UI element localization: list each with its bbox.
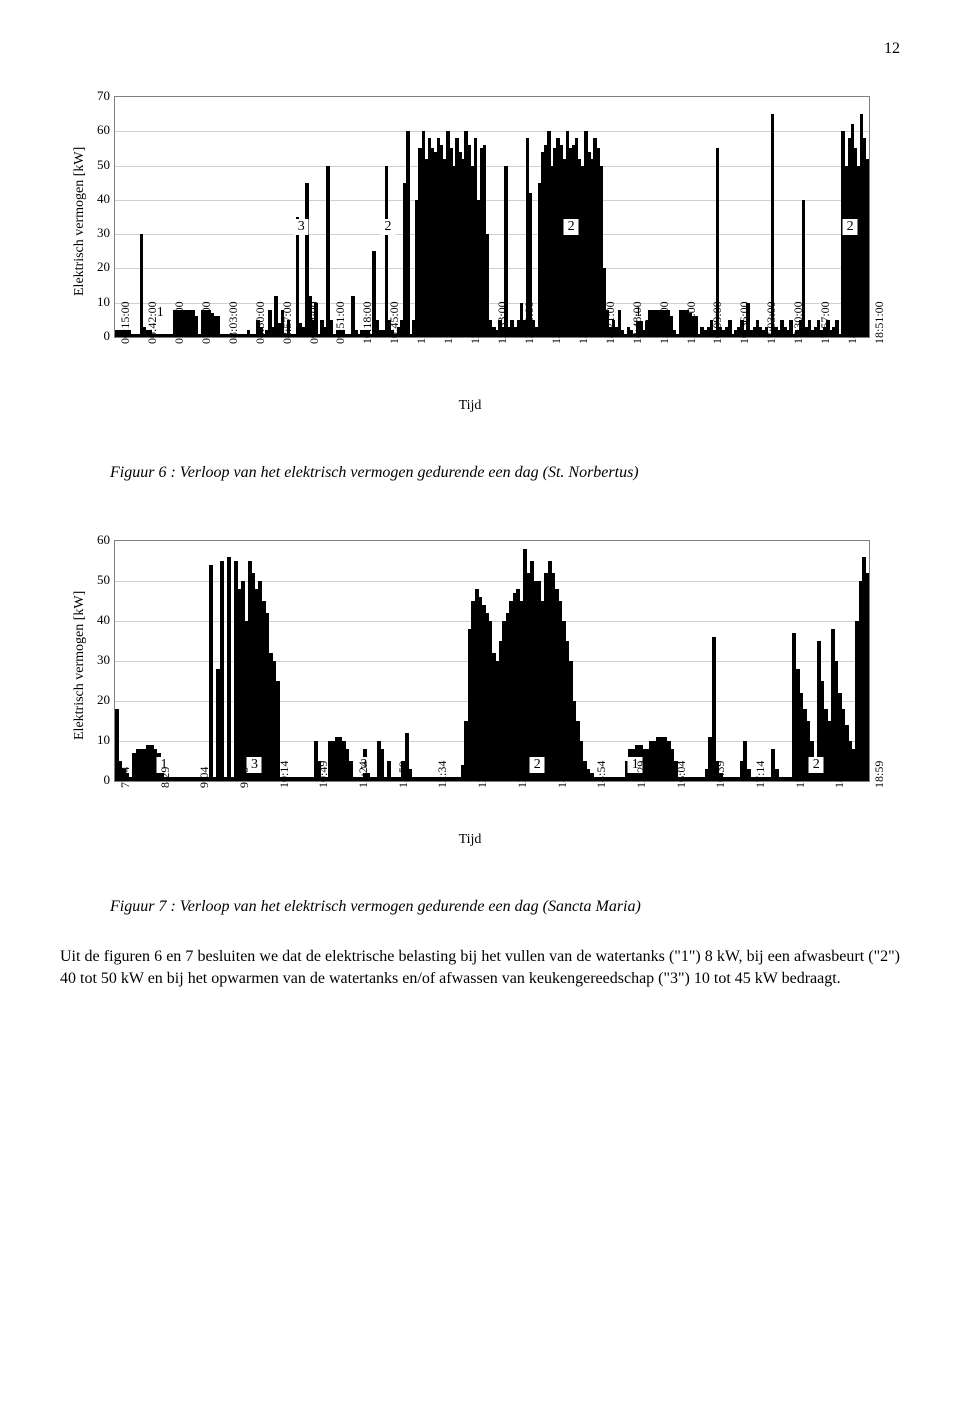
- y-tick-label: 10: [97, 294, 110, 310]
- x-tick-label: 14:54: [594, 761, 609, 788]
- x-tick-label: 07:36:00: [199, 301, 214, 344]
- gridline: [115, 234, 869, 235]
- x-tick-label: 16:36:00: [737, 301, 752, 344]
- y-tick-label: 60: [97, 122, 110, 138]
- x-tick-label: 15:42:00: [684, 301, 699, 344]
- page-number: 12: [60, 40, 900, 58]
- x-tick-label: 16:04: [674, 761, 689, 788]
- x-tick-label: 15:15:00: [657, 301, 672, 344]
- annotation-label: 3: [294, 219, 309, 235]
- gridline: [115, 166, 869, 167]
- figure-6-caption: Figuur 6 : Verloop van het elektrisch ve…: [110, 464, 900, 482]
- x-tick-label: 09:51:00: [333, 301, 348, 344]
- x-tick-label: 18:59: [872, 761, 887, 788]
- y-tick-label: 20: [97, 259, 110, 275]
- x-tick-label: 07:09:00: [172, 301, 187, 344]
- x-tick-label: 17:49: [793, 761, 808, 788]
- x-tick-label: 10:45:00: [387, 301, 402, 344]
- annotation-label: 2: [530, 757, 545, 773]
- x-tick-label: 06:42:00: [145, 301, 160, 344]
- data-bar: [326, 166, 330, 337]
- x-tick-label: 10:18:00: [360, 301, 375, 344]
- data-bar: [866, 573, 870, 781]
- y-tick-label: 20: [97, 692, 110, 708]
- y-tick-label: 50: [97, 157, 110, 173]
- x-tick-label: 09:24:00: [307, 301, 322, 344]
- x-tick-label: 12:34: [435, 761, 450, 788]
- x-tick-label: 17:03:00: [764, 301, 779, 344]
- data-bar: [220, 561, 224, 781]
- x-tick-label: 17:30:00: [791, 301, 806, 344]
- x-axis-label: Tijd: [459, 832, 482, 848]
- data-bar: [866, 159, 870, 337]
- y-tick-label: 0: [104, 772, 111, 788]
- figure-7-caption: Figuur 7 : Verloop van het elektrisch ve…: [110, 898, 900, 916]
- y-tick-label: 30: [97, 225, 110, 241]
- x-tick-label: 9:04: [197, 767, 212, 788]
- body-paragraph: Uit de figuren 6 en 7 besluiten we dat d…: [60, 946, 900, 989]
- chart1-frame: 132212010203040506070Elektrisch vermogen…: [60, 88, 880, 452]
- x-tick-label: 06:15:00: [118, 301, 133, 344]
- x-axis-label: Tijd: [459, 398, 482, 414]
- x-tick-label: 13:54:00: [576, 301, 591, 344]
- x-tick-label: 17:57:00: [818, 301, 833, 344]
- chart2-frame: 1332120 10 20 30 40 50 60 Elektrisch vermogen […: [60, 532, 880, 886]
- annotation-label: 2: [564, 219, 579, 235]
- y-tick-label: 70: [97, 88, 110, 104]
- x-tick-label: 12:33:00: [495, 301, 510, 344]
- x-tick-label: 10:14: [277, 761, 292, 788]
- gridline: [115, 200, 869, 201]
- figure-6: 132212010203040506070Elektrisch vermogen…: [60, 88, 900, 482]
- x-tick-label: 12:06:00: [468, 301, 483, 344]
- y-tick-label: 0: [104, 328, 111, 344]
- y-tick-label: 60: [97, 532, 110, 548]
- data-bar: [209, 565, 213, 781]
- y-axis-label: Elektrisch vermogen [kW]: [72, 147, 88, 296]
- x-tick-label: 13:27:00: [549, 301, 564, 344]
- y-tick-label: 40: [97, 191, 110, 207]
- y-tick-label: 50: [97, 572, 110, 588]
- x-tick-label: 14:21:00: [603, 301, 618, 344]
- data-bar: [140, 234, 144, 337]
- x-tick-label: 11:24: [356, 761, 371, 788]
- x-tick-label: 17:14: [753, 761, 768, 788]
- plot-area: 133212: [114, 540, 870, 782]
- y-axis-label: Elektrisch vermogen [kW]: [72, 591, 88, 740]
- gridline: [115, 268, 869, 269]
- x-tick-label: 13:44: [515, 761, 530, 788]
- annotation-label: 2: [843, 219, 858, 235]
- x-tick-label: 11:12:00: [414, 302, 429, 344]
- data-bar: [406, 131, 410, 337]
- data-bar: [227, 557, 231, 781]
- x-tick-label: 16:39: [713, 761, 728, 788]
- x-tick-label: 08:57:00: [280, 301, 295, 344]
- x-tick-label: 10:49: [316, 761, 331, 788]
- x-tick-label: 13:00:00: [522, 301, 537, 344]
- x-tick-label: 14:19: [555, 761, 570, 788]
- x-tick-label: 08:30:00: [253, 301, 268, 344]
- x-tick-label: 9:39: [237, 767, 252, 788]
- x-tick-label: 16:09:00: [710, 301, 725, 344]
- x-tick-label: 11:59: [396, 761, 411, 788]
- gridline: [115, 131, 869, 132]
- x-tick-label: 11:39:00: [441, 302, 456, 344]
- y-tick-label: 30: [97, 652, 110, 668]
- figure-7: 1332120 10 20 30 40 50 60 Elektrisch vermogen […: [60, 532, 900, 916]
- y-tick-label: 40: [97, 612, 110, 628]
- x-tick-label: 13:09: [475, 761, 490, 788]
- x-tick-label: 08:03:00: [226, 301, 241, 344]
- annotation-label: 2: [809, 757, 824, 773]
- data-bar: [712, 637, 716, 781]
- x-tick-label: 18:51:00: [872, 301, 887, 344]
- x-tick-label: 15:29: [634, 761, 649, 788]
- x-tick-label: 14:48:00: [630, 301, 645, 344]
- x-tick-label: 18:24:00: [845, 301, 860, 344]
- y-tick-label: 10: [97, 732, 110, 748]
- x-tick-label: 18:24: [832, 761, 847, 788]
- annotation-label: 2: [380, 219, 395, 235]
- x-tick-label: 8:29: [158, 767, 173, 788]
- x-tick-label: 7:54: [118, 767, 133, 788]
